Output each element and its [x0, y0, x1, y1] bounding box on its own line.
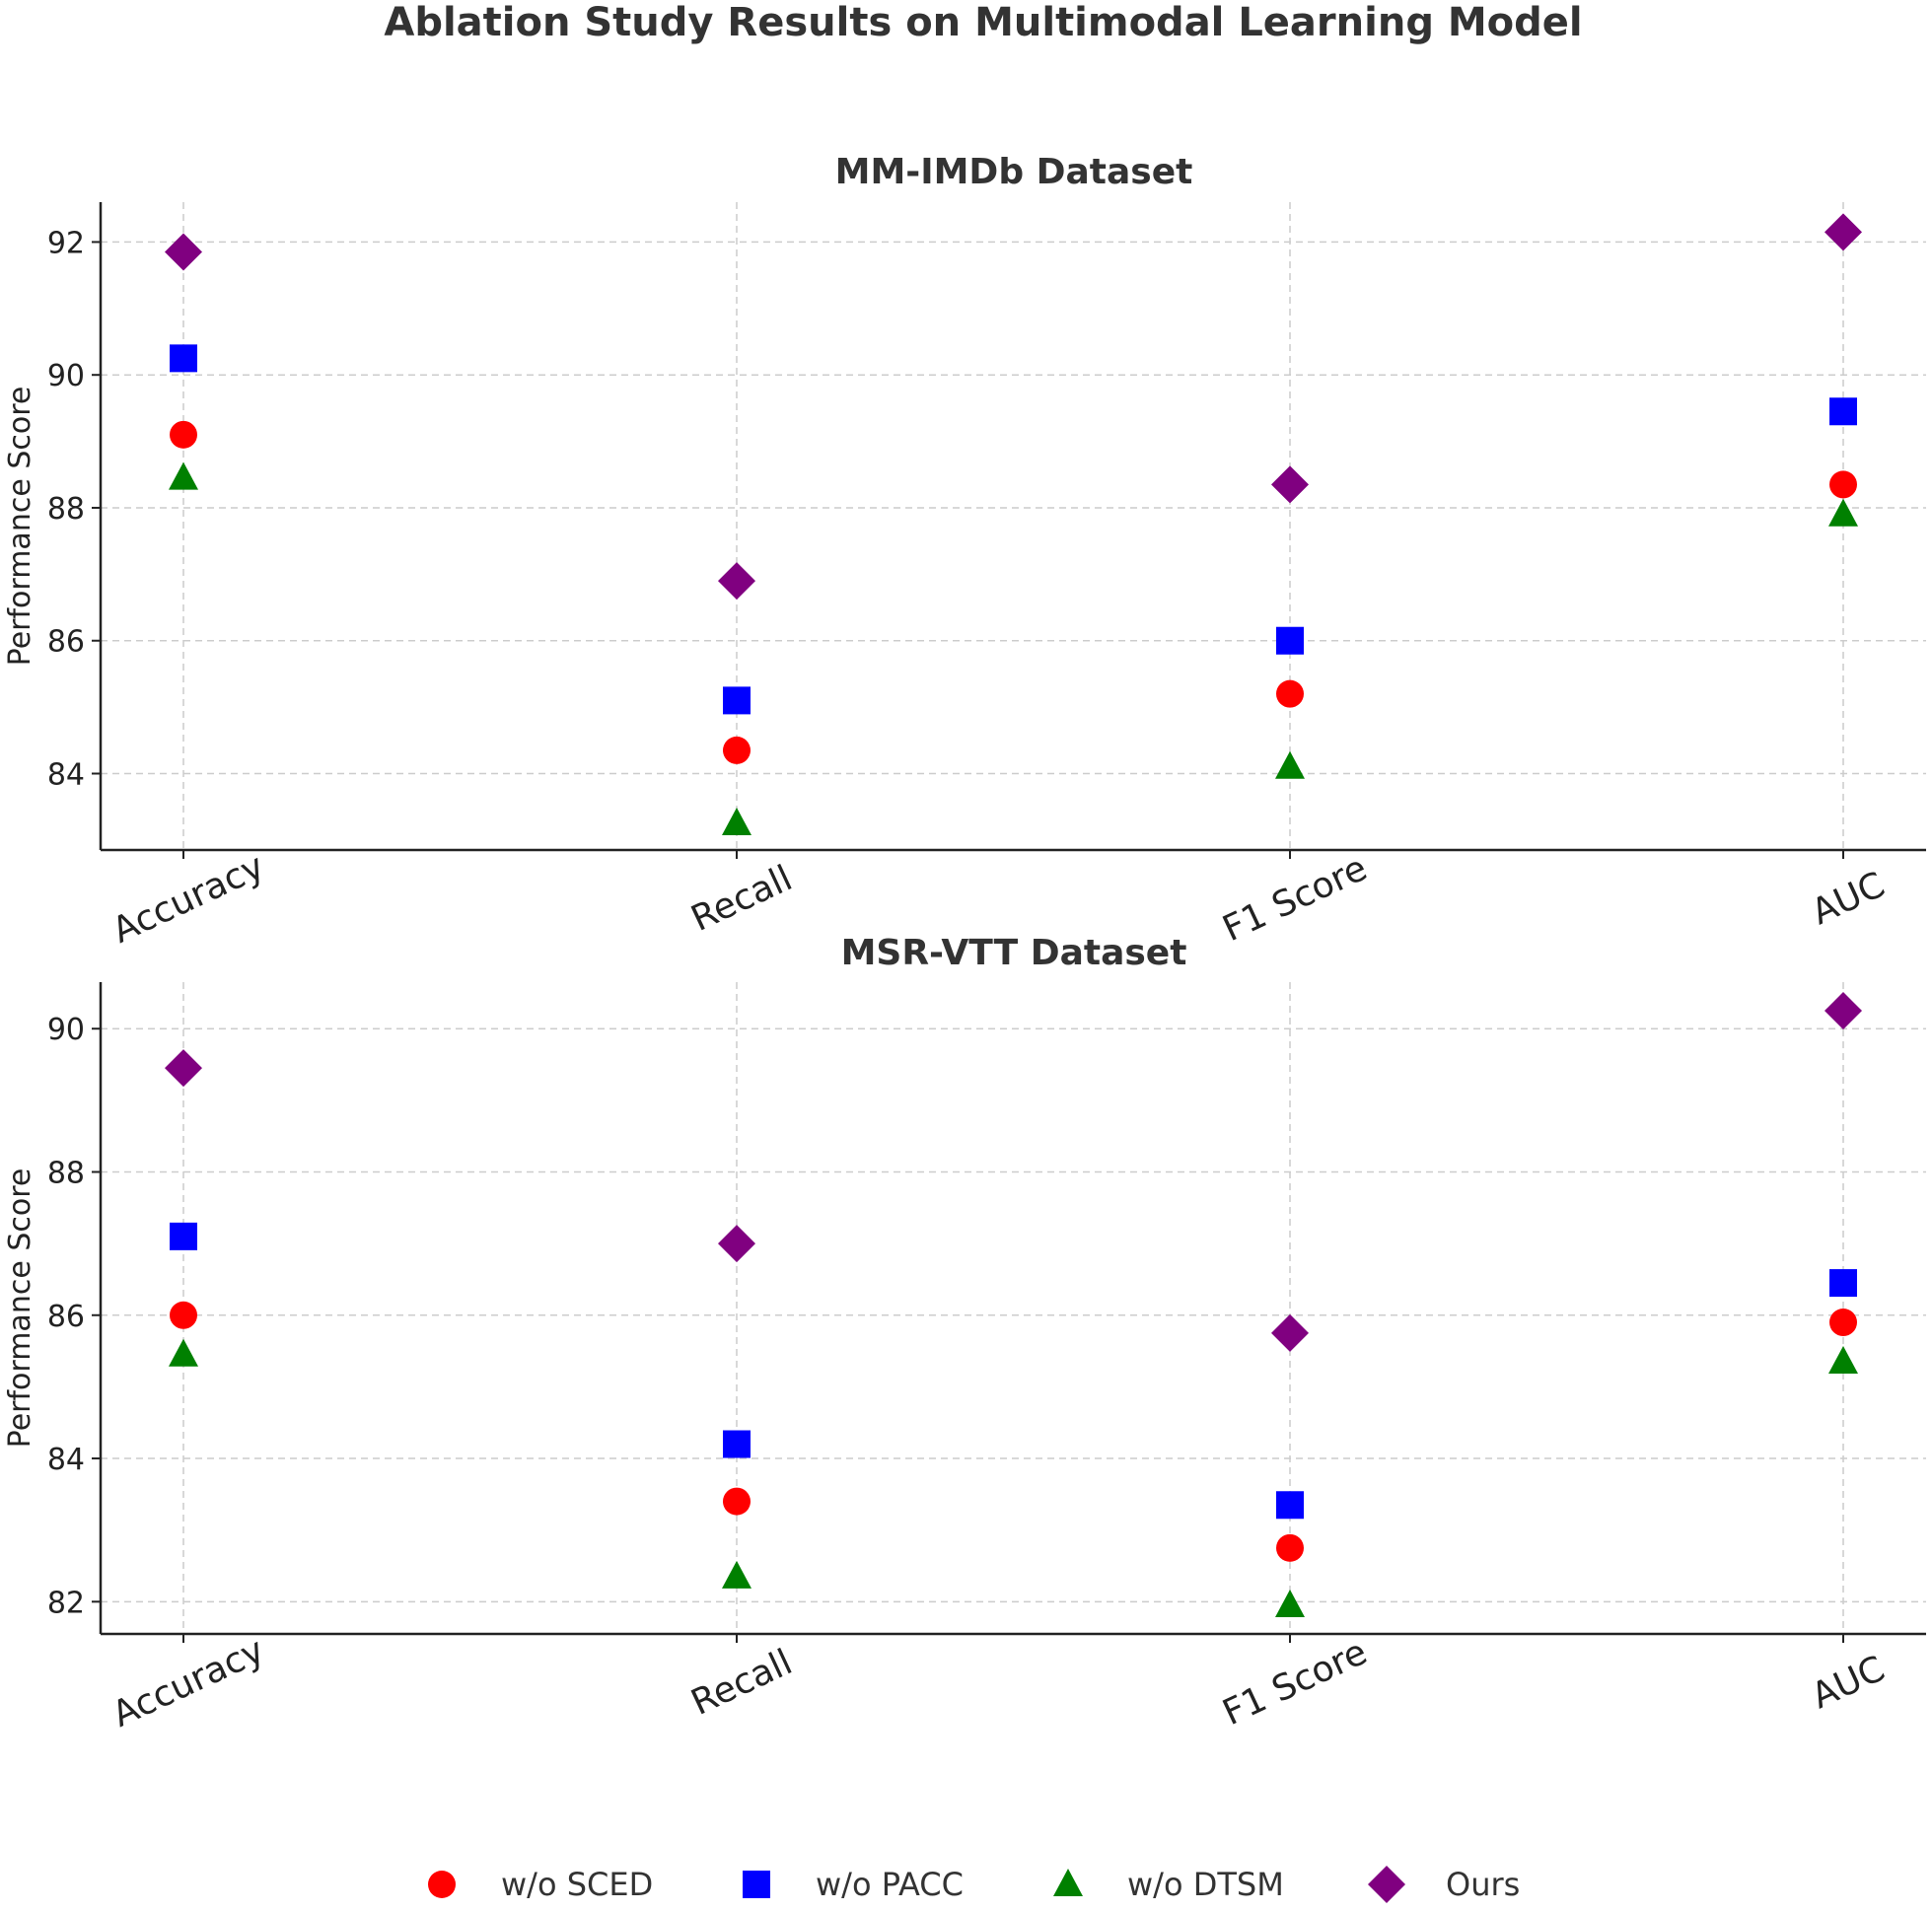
data-point [165, 233, 202, 271]
legend-marker [1368, 1866, 1405, 1903]
x-tick-label: Accuracy [107, 846, 270, 952]
y-tick-label: 90 [47, 359, 85, 393]
data-point [723, 736, 751, 764]
data-point [170, 420, 197, 449]
data-point [165, 1049, 202, 1088]
data-point [1275, 750, 1305, 779]
subplot-title: MM-IMDb Dataset [835, 152, 1193, 192]
data-point [1828, 498, 1858, 527]
legend-marker [428, 1871, 456, 1898]
data-point [718, 562, 755, 601]
legend-marker [743, 1871, 770, 1898]
data-point [723, 1430, 751, 1458]
y-axis-label: Performance Score [3, 387, 37, 667]
data-point [1276, 626, 1304, 655]
legend-label: w/o PACC [816, 1866, 964, 1903]
y-tick-label: 86 [47, 1300, 85, 1334]
chart-title: Ablation Study Results on Multimodal Lea… [384, 0, 1582, 45]
x-tick-label: AUC [1806, 865, 1891, 933]
data-point [723, 686, 751, 715]
data-point [718, 1225, 755, 1263]
x-tick-label: Accuracy [107, 1630, 270, 1735]
y-tick-label: 84 [47, 758, 85, 793]
data-point [1829, 470, 1857, 499]
data-point [723, 1487, 751, 1516]
y-tick-label: 88 [47, 492, 85, 527]
y-tick-label: 92 [47, 226, 85, 260]
legend-item: w/o SCED [428, 1866, 653, 1903]
x-tick-label: F1 Score [1217, 1632, 1374, 1734]
data-point [1276, 1491, 1304, 1520]
x-tick-label: Recall [685, 1642, 799, 1724]
data-point [1271, 1313, 1309, 1352]
data-point [1276, 679, 1304, 708]
data-point [1829, 1309, 1857, 1337]
data-point [1276, 1533, 1304, 1562]
data-point [169, 1338, 198, 1367]
legend-item: w/o DTSM [1053, 1866, 1284, 1903]
legend-marker [1053, 1869, 1083, 1896]
legend-item: Ours [1368, 1866, 1520, 1903]
x-tick-label: Recall [685, 858, 799, 940]
data-point [722, 1560, 751, 1589]
data-point [170, 1222, 197, 1250]
data-point [170, 1301, 197, 1329]
data-point [722, 808, 751, 836]
subplots: MM-IMDb Dataset 84 86 88 90 92 Accuracy Recall F… [3, 152, 1926, 1735]
y-tick-label: 86 [47, 625, 85, 660]
legend-label: w/o DTSM [1127, 1866, 1284, 1903]
legend: w/o SCED w/o PACC w/o DTSM Ours [428, 1866, 1520, 1903]
data-point [1825, 992, 1862, 1030]
data-point [170, 344, 197, 373]
data-point [1828, 1345, 1858, 1374]
legend-label: Ours [1446, 1866, 1520, 1903]
subplot-title: MSR-VTT Dataset [841, 933, 1187, 973]
subplot-1: MM-IMDb Dataset 84 86 88 90 92 Accuracy Recall F… [3, 152, 1926, 952]
data-point [169, 461, 198, 490]
legend-label: w/o SCED [501, 1866, 653, 1903]
subplot-2: MSR-VTT Dataset 82 84 86 88 90 Accuracy Recall F… [3, 933, 1926, 1735]
x-tick-label: F1 Score [1217, 848, 1374, 950]
x-tick-label: AUC [1806, 1649, 1891, 1717]
y-tick-label: 88 [47, 1156, 85, 1190]
data-point [1829, 397, 1857, 426]
y-axis-label: Performance Score [3, 1168, 37, 1449]
legend-item: w/o PACC [743, 1866, 964, 1903]
y-tick-label: 90 [47, 1013, 85, 1047]
data-point [1271, 465, 1309, 504]
data-point [1829, 1269, 1857, 1298]
data-point [1275, 1589, 1305, 1617]
y-tick-label: 82 [47, 1586, 85, 1620]
y-tick-label: 84 [47, 1443, 85, 1477]
data-point [1825, 213, 1862, 251]
